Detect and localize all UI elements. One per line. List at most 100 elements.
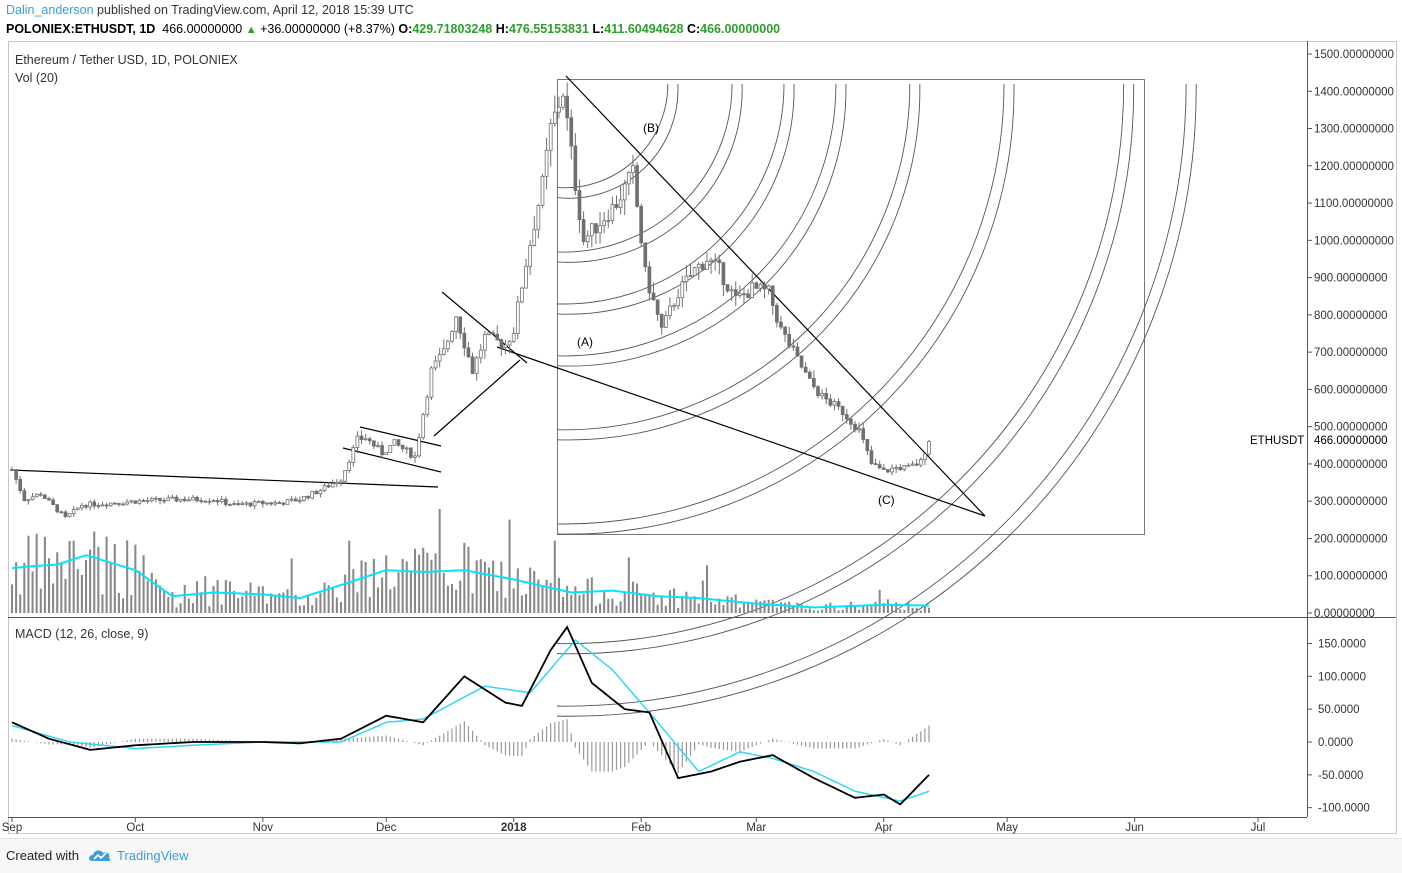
candle-body: [487, 332, 491, 335]
candle-body: [108, 502, 113, 507]
candle-body: [758, 283, 763, 289]
candle-body: [293, 498, 298, 502]
candle-body: [88, 501, 92, 508]
candle-body: [437, 354, 442, 362]
channel-lower-line[interactable]: [496, 346, 986, 517]
candle-body: [742, 293, 746, 296]
candle-body: [186, 499, 191, 502]
candle-body: [199, 500, 204, 503]
candle-body: [330, 483, 335, 488]
candle-body: [540, 175, 545, 206]
candle-body: [594, 223, 598, 234]
candle-body: [750, 282, 755, 298]
candle-body: [421, 414, 426, 439]
price-tick-label: 400.00000000: [1314, 459, 1388, 471]
candle-body: [121, 503, 125, 506]
macd-tick-label: 0.0000: [1318, 737, 1353, 749]
candle-body: [499, 339, 504, 349]
candle-body: [219, 498, 224, 503]
candle-body: [59, 511, 64, 514]
candle-body: [775, 305, 779, 323]
candle-body: [162, 500, 166, 502]
candle-body: [441, 348, 446, 355]
candle-body: [791, 345, 796, 348]
flag-upper-line[interactable]: [359, 426, 442, 447]
candle-body: [799, 355, 804, 368]
candle-body: [589, 223, 594, 237]
time-tick-label: Sep: [2, 822, 22, 834]
candle-body: [178, 498, 183, 502]
candle-body: [306, 495, 310, 499]
high-value: 476.55153831: [508, 22, 589, 36]
candle-body: [174, 496, 179, 502]
candle-body: [273, 502, 278, 505]
candle-body: [277, 502, 282, 505]
candle-body: [269, 502, 273, 505]
candle-body: [696, 263, 701, 269]
candle-body: [511, 333, 516, 342]
last-price: 466.00000000: [162, 22, 243, 36]
candle-body: [170, 496, 175, 499]
high-label: H:: [495, 22, 509, 36]
candle-body: [754, 282, 759, 289]
candle-body: [318, 490, 323, 495]
pennant-upper-line[interactable]: [441, 291, 528, 364]
candle-body: [836, 401, 841, 407]
price-tick-label: 0.00000000: [1314, 608, 1375, 620]
candle-body: [310, 490, 315, 499]
candle-body: [18, 479, 23, 491]
candle-body: [384, 452, 389, 456]
volume-bars: [10, 508, 931, 613]
flag-lower-line[interactable]: [342, 447, 442, 473]
footer-bar: Created with TradingView: [0, 838, 1402, 873]
candle-body: [154, 497, 158, 500]
candle-body: [34, 493, 39, 498]
candle-body: [857, 428, 861, 431]
candle-body: [137, 500, 142, 504]
candle-body: [910, 463, 915, 466]
candle-body: [622, 183, 627, 201]
chart-frame: [8, 41, 1397, 834]
candle-body: [812, 377, 816, 388]
candle-body: [923, 453, 927, 460]
candle-body: [347, 462, 352, 471]
author-link[interactable]: Dalin_anderson: [6, 3, 94, 17]
fib-arcs[interactable]: [556, 83, 1197, 717]
candle-body: [544, 149, 549, 177]
candle-body: [635, 165, 639, 207]
tradingview-link[interactable]: TradingView: [117, 848, 189, 863]
chart-canvas[interactable]: (A) (B) (C) Ethereum / Tether USD, 1D, P…: [0, 0, 1402, 838]
candle-body: [585, 235, 590, 243]
candle-body: [112, 502, 117, 505]
candle-body: [766, 285, 771, 290]
candle-body: [762, 283, 767, 290]
candle-body: [433, 360, 438, 369]
candle-body: [125, 501, 129, 505]
fib-arc: [556, 83, 795, 315]
candle-body: [561, 95, 565, 108]
candle-body: [844, 414, 849, 420]
candle-body: [651, 292, 656, 301]
candle-body: [890, 467, 894, 473]
downtrend-line[interactable]: [565, 75, 986, 517]
support-trendline[interactable]: [9, 469, 439, 488]
drawings-layer[interactable]: [9, 75, 1197, 717]
price-change: +36.00000000 (+8.37%): [260, 22, 395, 36]
candle-body: [466, 347, 471, 358]
candle-body: [228, 504, 232, 506]
candle-body: [491, 332, 495, 335]
wave-c-label: (C): [878, 493, 895, 507]
candle-body: [520, 287, 524, 303]
candle-body: [898, 466, 903, 471]
candle-body: [569, 117, 574, 147]
time-tick-label: Dec: [376, 822, 397, 834]
candle-body: [129, 500, 134, 503]
low-label: L:: [592, 22, 605, 36]
candle-body: [326, 485, 331, 488]
pennant-lower-line[interactable]: [433, 359, 521, 437]
candle-body: [458, 316, 463, 334]
candle-body: [372, 440, 376, 447]
tradingview-cloud-icon[interactable]: [88, 848, 112, 862]
candle-body: [367, 438, 372, 442]
candle-body: [450, 331, 454, 342]
